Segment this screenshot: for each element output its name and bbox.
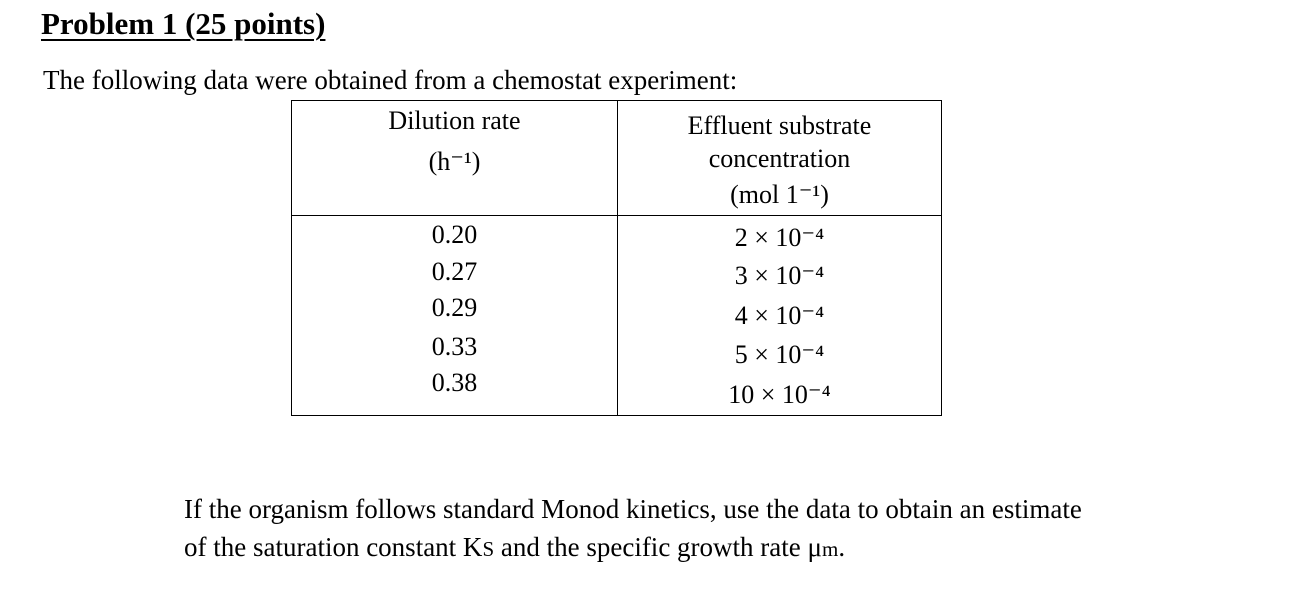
substrate-value: 4 × 10⁻⁴ [734,301,825,330]
header-divider [292,215,941,216]
question-line-2-end: . [838,532,846,562]
dilution-value: 0.20 [431,220,478,249]
substrate-value: 2 × 10⁻⁴ [734,223,825,252]
header-dilution-unit: (h⁻¹) [428,147,481,176]
mu-subscript: m [821,537,839,561]
data-table: Dilution rate (h⁻¹) Effluent substrate c… [291,100,942,416]
ks-subscript: S [482,537,495,561]
intro-text: The following data were obtained from a … [43,65,738,95]
header-effluent-substrate: Effluent substrate [687,111,872,140]
question-text: If the organism follows standard Monod k… [184,490,1082,568]
header-concentration-unit: (mol 1⁻¹) [730,180,829,209]
dilution-value: 0.38 [431,368,478,397]
question-line-2: of the saturation constant KS and the sp… [184,528,1082,568]
question-line-2-middle: and the specific growth rate μ [494,532,822,562]
column-divider [617,101,618,415]
question-line-1: If the organism follows standard Monod k… [184,494,1082,524]
dilution-value: 0.33 [431,332,478,361]
substrate-value: 10 × 10⁻⁴ [728,380,831,409]
header-concentration: concentration [708,144,851,173]
dilution-value: 0.27 [431,257,478,286]
dilution-value: 0.29 [431,293,478,322]
substrate-value: 3 × 10⁻⁴ [734,261,825,290]
substrate-value: 5 × 10⁻⁴ [734,340,825,369]
problem-title: Problem 1 (25 points) [41,6,326,41]
question-line-2-prefix: of the saturation constant K [184,532,483,562]
header-dilution-rate: Dilution rate [388,106,521,135]
